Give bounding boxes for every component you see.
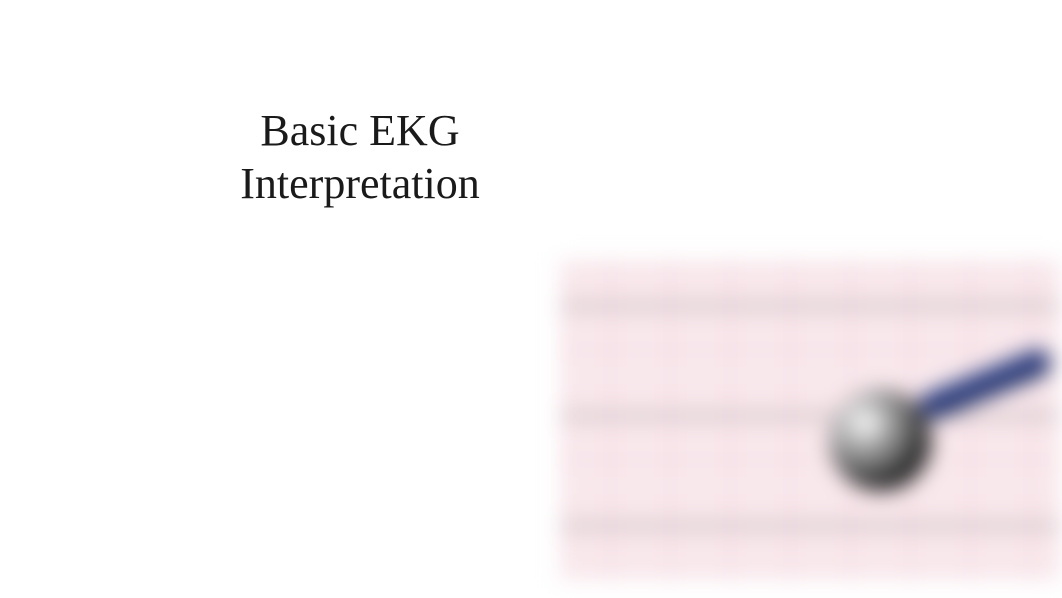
ekg-trace: [560, 415, 1060, 417]
ekg-trace: [560, 525, 1060, 527]
ekg-grid-h: [560, 350, 1060, 351]
ekg-grid-h: [560, 290, 1060, 291]
ekg-trace: [560, 305, 1060, 307]
ekg-grid-v: [790, 260, 791, 580]
ekg-grid-h: [560, 320, 1060, 321]
stethoscope-icon: [830, 390, 940, 500]
ekg-grid-v: [610, 260, 611, 580]
ekg-grid-h: [560, 510, 1060, 511]
ekg-grid-h: [560, 400, 1060, 401]
ekg-grid-v: [670, 260, 671, 580]
stethoscope-highlight: [852, 408, 887, 443]
ekg-grid-h: [560, 540, 1060, 541]
ekg-grid-v: [730, 260, 731, 580]
ekg-grid-h: [560, 460, 1060, 461]
title-block: Basic EKG Interpretation: [160, 105, 560, 211]
stethoscope-bell: [830, 390, 930, 490]
slide-title: Basic EKG Interpretation: [160, 105, 560, 211]
ekg-stethoscope-image: [560, 260, 1060, 580]
ekg-grid-v: [970, 260, 971, 580]
ekg-grid-v: [1030, 260, 1031, 580]
ekg-paper: [560, 260, 1060, 580]
title-line-2: Interpretation: [240, 159, 479, 208]
ekg-grid-h: [560, 430, 1060, 431]
title-line-1: Basic EKG: [260, 106, 459, 155]
slide-container: Basic EKG Interpretation: [0, 0, 1062, 598]
